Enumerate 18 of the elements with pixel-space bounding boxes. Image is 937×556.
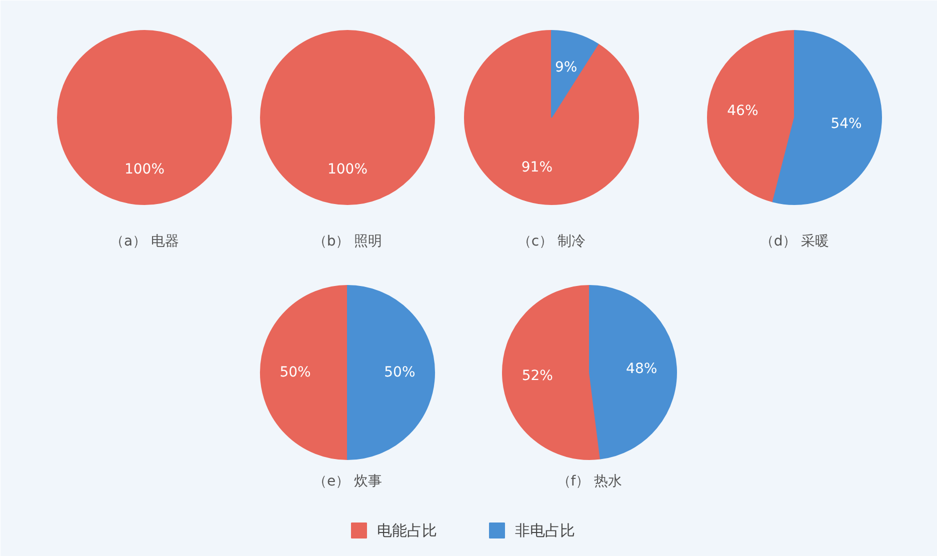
data-label: 100% [124, 162, 165, 178]
data-label: 52% [522, 368, 553, 384]
data-label: 50% [280, 364, 311, 380]
text: （b） 照明 [312, 234, 382, 250]
legend-label: 非电占比 [515, 522, 575, 540]
text: （c） 制冷 [517, 234, 586, 250]
data-label: 46% [727, 102, 758, 119]
data-label: 54% [830, 116, 862, 132]
data-label: 50% [384, 364, 416, 380]
data-label: 48% [626, 361, 658, 378]
text: （d） 采暖 [760, 234, 830, 250]
text: （a） 电器 [110, 234, 180, 250]
data-label: 9% [554, 59, 578, 76]
data-label: 100% [327, 162, 368, 178]
legend-label: 电能占比 [377, 522, 437, 540]
text: （e） 炊事 [312, 474, 382, 490]
data-label: 91% [521, 160, 553, 176]
text: （f） 热水 [556, 474, 622, 490]
